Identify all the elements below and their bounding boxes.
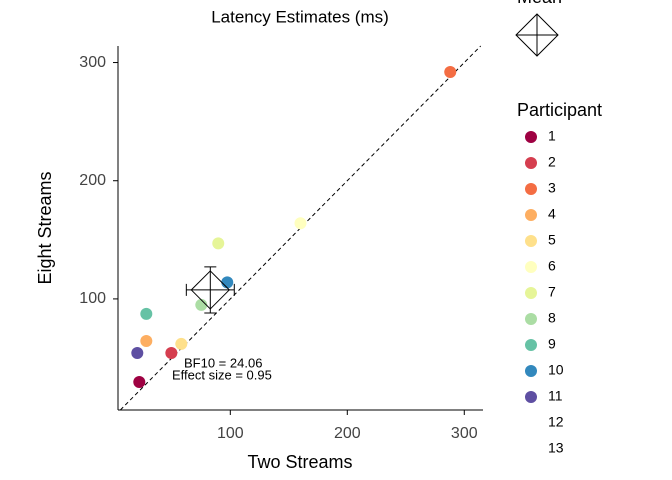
point bbox=[140, 334, 153, 347]
annotation: BF10 = 24.06 bbox=[184, 355, 262, 370]
point bbox=[212, 237, 225, 250]
legend-swatch bbox=[525, 157, 537, 169]
x-tick-label: 300 bbox=[451, 425, 478, 442]
legend-swatch bbox=[525, 209, 537, 221]
legend-swatch bbox=[525, 365, 537, 377]
legend-swatch bbox=[525, 417, 537, 429]
point bbox=[195, 298, 208, 311]
x-tick-label: 200 bbox=[334, 425, 361, 442]
legend-label: 10 bbox=[548, 362, 564, 378]
legend-swatch bbox=[525, 235, 537, 247]
legend-swatch bbox=[525, 339, 537, 351]
mean-legend-icon bbox=[515, 13, 559, 57]
legend-swatch bbox=[525, 391, 537, 403]
legend-swatch bbox=[525, 131, 537, 143]
legend-swatch bbox=[525, 313, 537, 325]
legend-title: Participant bbox=[517, 100, 602, 120]
point bbox=[131, 347, 144, 360]
point bbox=[175, 337, 188, 350]
legend-label: 11 bbox=[548, 388, 563, 404]
legend-swatch bbox=[525, 261, 537, 273]
legend-label: 5 bbox=[548, 232, 556, 248]
legend-swatch bbox=[525, 183, 537, 195]
point bbox=[294, 217, 307, 230]
point bbox=[444, 66, 457, 78]
legend-label: 13 bbox=[548, 440, 564, 456]
y-axis-label: Eight Streams bbox=[35, 171, 55, 284]
point bbox=[140, 307, 153, 320]
point bbox=[221, 276, 234, 289]
legend-label: 7 bbox=[548, 284, 556, 300]
point bbox=[165, 347, 178, 360]
point bbox=[133, 375, 146, 388]
legend-label: 3 bbox=[548, 180, 556, 196]
chart-title: Latency Estimates (ms) bbox=[211, 7, 389, 26]
legend-label: 12 bbox=[548, 414, 564, 430]
x-tick-label: 100 bbox=[217, 425, 244, 442]
legend-label: 2 bbox=[548, 154, 556, 170]
legend-label: 1 bbox=[548, 128, 556, 144]
legend-label: 9 bbox=[548, 336, 556, 352]
legend-swatch bbox=[525, 443, 537, 455]
y-tick-label: 300 bbox=[79, 54, 106, 71]
x-axis-label: Two Streams bbox=[247, 452, 352, 472]
legend-label: 8 bbox=[548, 310, 556, 326]
mean-y-error bbox=[204, 266, 217, 314]
legend-swatch bbox=[525, 287, 537, 299]
y-tick-label: 200 bbox=[79, 172, 106, 189]
legend-title: Mean bbox=[517, 0, 562, 7]
legend-label: 6 bbox=[548, 258, 556, 274]
legend-label: 4 bbox=[548, 206, 556, 222]
y-tick-label: 100 bbox=[79, 290, 106, 307]
mean-marker bbox=[190, 270, 231, 310]
annotation: Effect size = 0.95 bbox=[172, 367, 272, 382]
